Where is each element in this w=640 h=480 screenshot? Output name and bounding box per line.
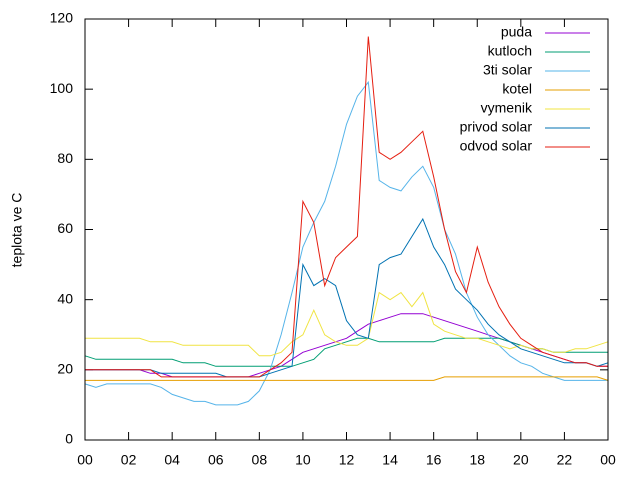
series-line — [85, 36, 608, 378]
series-line — [85, 217, 609, 378]
y-tick-label: 40 — [57, 290, 73, 306]
legend-label: privod solar — [460, 119, 533, 135]
plot-border — [84, 18, 609, 441]
series-line — [85, 376, 609, 381]
y-tick-label: 80 — [57, 150, 73, 166]
x-tick-label: 20 — [513, 452, 529, 468]
legend-label: kotel — [502, 81, 532, 97]
x-tick-label: 18 — [469, 452, 485, 468]
x-tick-label: 00 — [77, 452, 93, 468]
x-tick-label: 04 — [164, 452, 180, 468]
series-line — [84, 80, 608, 406]
y-tick-label: 0 — [65, 431, 73, 447]
x-tick-label: 12 — [339, 452, 355, 468]
x-tick-label: 14 — [382, 452, 398, 468]
y-tick-label: 120 — [50, 10, 74, 26]
x-tick-label: 00 — [600, 452, 616, 468]
y-tick-label: 60 — [57, 220, 73, 236]
x-tick-label: 22 — [557, 452, 573, 468]
series-line — [85, 291, 609, 357]
x-tick-label: 10 — [295, 452, 311, 468]
y-tick-label: 100 — [50, 80, 74, 96]
x-tick-label: 06 — [208, 452, 224, 468]
y-axis-label: teplota ve C — [9, 193, 25, 268]
legend-label: kutloch — [488, 43, 532, 59]
x-tick-label: 08 — [252, 452, 268, 468]
y-tick-label: 20 — [57, 361, 73, 377]
legend-label: vymenik — [481, 100, 533, 116]
legend-label: odvod solar — [460, 138, 533, 154]
series-line — [84, 337, 608, 367]
x-tick-label: 16 — [426, 452, 442, 468]
x-tick-label: 02 — [121, 452, 137, 468]
legend-label: 3ti solar — [483, 62, 532, 78]
legend-label: puda — [501, 24, 532, 40]
